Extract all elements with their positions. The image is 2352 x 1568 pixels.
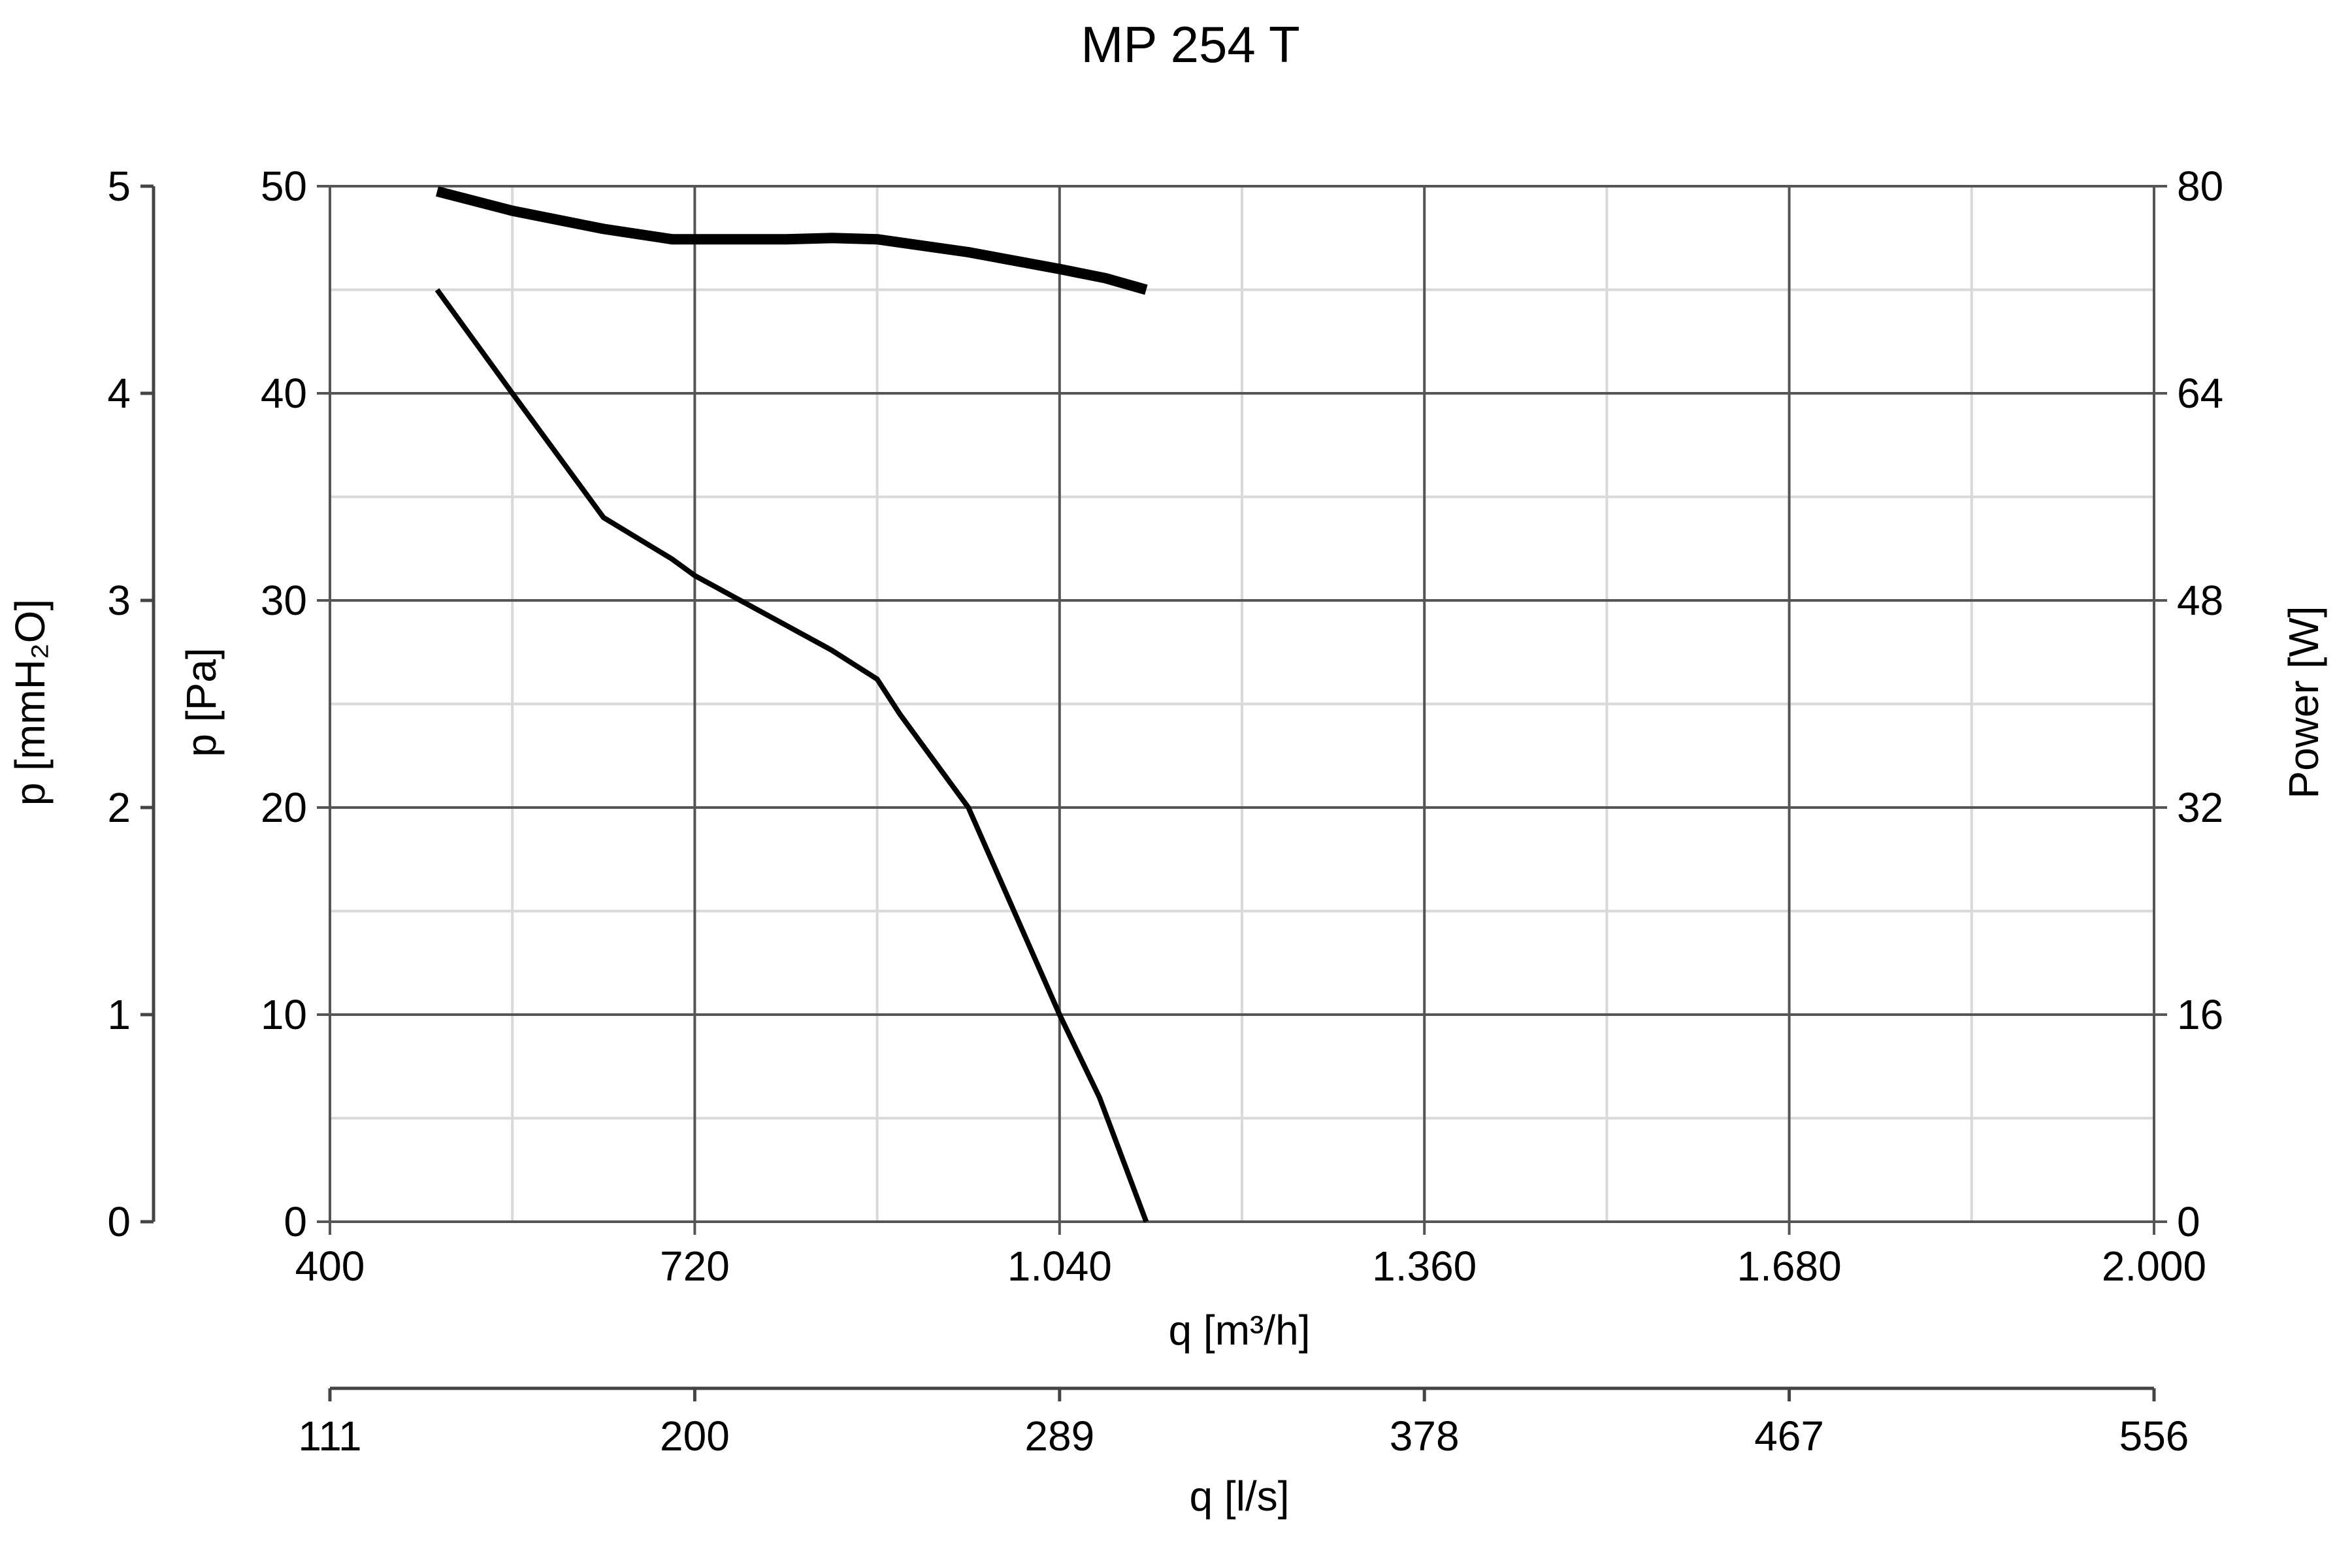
data-series [434,186,1149,1223]
y-axis-right-label: Power [W] [2280,606,2327,798]
mmh2o-tick-label: 2 [107,784,131,831]
power-tick-label: 48 [2177,577,2223,624]
power-curve [436,186,1148,295]
chart-title: MP 254 T [1081,16,1299,73]
ls-tick-label: 378 [1390,1413,1460,1460]
pa-tick-label: 50 [261,163,307,210]
ls-tick-label: 467 [1754,1413,1824,1460]
axes [140,184,2167,1401]
power-tick-label: 64 [2177,370,2223,417]
m3h-tick-label: 400 [295,1243,365,1290]
mmh2o-tick-label: 5 [107,163,131,210]
pa-tick-label: 0 [284,1198,307,1245]
pa-tick-label: 40 [261,370,307,417]
ls-tick-label: 556 [2119,1413,2189,1460]
ls-tick-label: 111 [298,1413,361,1460]
power-tick-label: 32 [2177,784,2223,831]
power-tick-label: 80 [2177,163,2223,210]
y-axis-label: p [Pa] [178,647,225,757]
mmh2o-tick-label: 1 [107,991,131,1038]
mmh2o-tick-label: 3 [107,577,131,624]
power-tick-label: 16 [2177,991,2223,1038]
x-axis-label: q [m³/h] [1169,1307,1311,1354]
pressure-curve [434,288,1149,1223]
power-tick-label: 0 [2177,1198,2200,1245]
m3h-tick-label: 1.360 [1372,1243,1477,1290]
ls-tick-label: 289 [1024,1413,1094,1460]
mmh2o-tick-label: 4 [107,370,131,417]
mmh2o-tick-label: 0 [107,1198,131,1245]
pa-tick-label: 10 [261,991,307,1038]
pa-tick-label: 20 [261,784,307,831]
m3h-tick-label: 720 [660,1243,730,1290]
ls-tick-label: 200 [660,1413,730,1460]
minor-gridlines [330,186,2154,1222]
major-gridlines [329,185,2155,1223]
m3h-tick-label: 2.000 [2102,1243,2206,1290]
m3h-tick-label: 1.040 [1007,1243,1112,1290]
m3h-tick-label: 1.680 [1737,1243,1842,1290]
y-axis-secondary-left-label: p [mmH₂O] [7,599,54,806]
pa-tick-label: 30 [261,577,307,624]
x-axis-secondary-label: q [l/s] [1190,1473,1290,1520]
